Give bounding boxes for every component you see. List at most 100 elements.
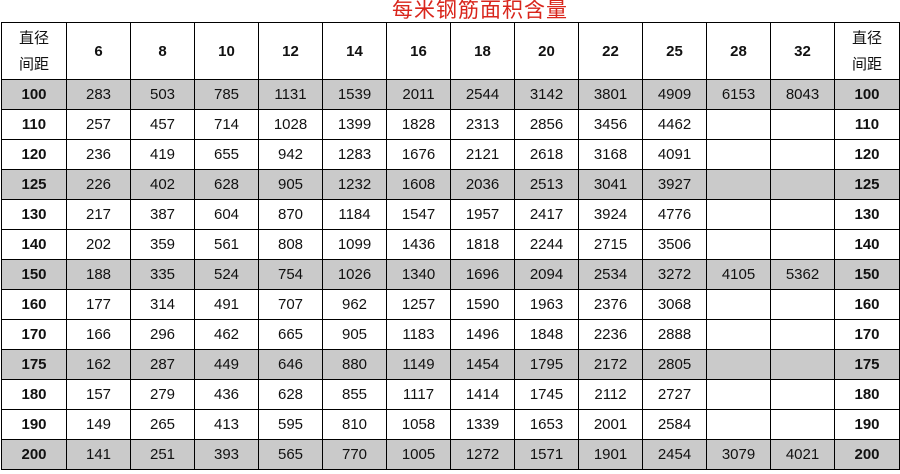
- area-cell: 141: [66, 439, 131, 470]
- area-cell: 1848: [514, 319, 579, 350]
- table-row: 150 188 335 524 754 1026 1340 1696 2094 2534 3272 4…: [1, 259, 900, 290]
- area-cell: 1676: [386, 139, 451, 170]
- corner-label: 间距: [18, 55, 49, 73]
- area-cell: [770, 199, 835, 230]
- area-cell: 1547: [386, 199, 451, 230]
- column-header: 18: [450, 22, 515, 80]
- area-cell: [770, 109, 835, 140]
- spacing-cell: 140: [834, 229, 900, 260]
- area-cell: 1957: [450, 199, 515, 230]
- area-cell: 1058: [386, 409, 451, 440]
- area-cell: 3801: [578, 79, 643, 110]
- area-cell: 1414: [450, 379, 515, 410]
- area-cell: 149: [66, 409, 131, 440]
- area-cell: 3456: [578, 109, 643, 140]
- spacing-cell: 125: [1, 169, 67, 200]
- column-header: 20: [514, 22, 579, 80]
- spacing-cell: 130: [834, 199, 900, 230]
- area-cell: 1608: [386, 169, 451, 200]
- table-body: 100 283 503 785 1131 1539 2011 2544 3142 3801 4909…: [1, 79, 900, 470]
- area-cell: 1571: [514, 439, 579, 470]
- table-row: 110 257 457 714 1028 1399 1828 2313 2856 3456 4462…: [1, 109, 900, 140]
- area-cell: [770, 409, 835, 440]
- area-cell: 1272: [450, 439, 515, 470]
- area-cell: 905: [322, 319, 387, 350]
- spacing-cell: 100: [1, 79, 67, 110]
- area-cell: 2244: [514, 229, 579, 260]
- area-cell: 4776: [642, 199, 707, 230]
- column-header: 8: [130, 22, 195, 80]
- area-cell: 1399: [322, 109, 387, 140]
- area-cell: [770, 349, 835, 380]
- area-cell: 2513: [514, 169, 579, 200]
- column-header: 14: [322, 22, 387, 80]
- area-cell: 628: [194, 169, 259, 200]
- corner-label: 间距: [851, 55, 882, 73]
- spacing-cell: 160: [834, 289, 900, 320]
- table-row: 130 217 387 604 870 1184 1547 1957 2417 3924 4776 1…: [1, 199, 900, 230]
- area-cell: 1340: [386, 259, 451, 290]
- area-cell: 2534: [578, 259, 643, 290]
- corner-cell: 直径 间距: [1, 22, 67, 80]
- spacing-cell: 200: [834, 439, 900, 470]
- area-cell: 1436: [386, 229, 451, 260]
- area-cell: 1117: [386, 379, 451, 410]
- spacing-cell: 120: [834, 139, 900, 170]
- area-cell: 1539: [322, 79, 387, 110]
- area-cell: 177: [66, 289, 131, 320]
- area-cell: [706, 319, 771, 350]
- area-cell: 2727: [642, 379, 707, 410]
- table-row: 140 202 359 561 808 1099 1436 1818 2244 2715 3506 1…: [1, 229, 900, 260]
- area-cell: 870: [258, 199, 323, 230]
- area-cell: 279: [130, 379, 195, 410]
- area-cell: 2121: [450, 139, 515, 170]
- area-cell: 1028: [258, 109, 323, 140]
- area-cell: 604: [194, 199, 259, 230]
- area-cell: 3168: [578, 139, 643, 170]
- area-cell: 3927: [642, 169, 707, 200]
- area-cell: [706, 289, 771, 320]
- area-cell: 810: [322, 409, 387, 440]
- area-cell: 2715: [578, 229, 643, 260]
- area-cell: 1818: [450, 229, 515, 260]
- area-cell: 714: [194, 109, 259, 140]
- area-cell: [770, 379, 835, 410]
- area-cell: 2584: [642, 409, 707, 440]
- area-cell: 166: [66, 319, 131, 350]
- table-row: 125 226 402 628 905 1232 1608 2036 2513 3041 3927 1…: [1, 169, 900, 200]
- area-cell: 808: [258, 229, 323, 260]
- table-row: 180 157 279 436 628 855 1117 1414 1745 2112 2727 18…: [1, 379, 900, 410]
- area-cell: 1283: [322, 139, 387, 170]
- spacing-cell: 175: [1, 349, 67, 380]
- area-cell: 2856: [514, 109, 579, 140]
- area-cell: 387: [130, 199, 195, 230]
- column-header: 10: [194, 22, 259, 80]
- spacing-cell: 175: [834, 349, 900, 380]
- area-cell: 880: [322, 349, 387, 380]
- area-cell: 2036: [450, 169, 515, 200]
- area-cell: 1653: [514, 409, 579, 440]
- area-cell: 1496: [450, 319, 515, 350]
- area-cell: 3079: [706, 439, 771, 470]
- area-cell: 4091: [642, 139, 707, 170]
- area-cell: 287: [130, 349, 195, 380]
- area-cell: 1590: [450, 289, 515, 320]
- corner-label: 直径: [18, 29, 49, 47]
- area-cell: [770, 319, 835, 350]
- area-cell: 217: [66, 199, 131, 230]
- area-cell: 1454: [450, 349, 515, 380]
- area-cell: 335: [130, 259, 195, 290]
- area-cell: 2112: [578, 379, 643, 410]
- spacing-cell: 200: [1, 439, 67, 470]
- area-cell: [706, 409, 771, 440]
- area-cell: 3142: [514, 79, 579, 110]
- area-cell: 2172: [578, 349, 643, 380]
- area-cell: 2888: [642, 319, 707, 350]
- area-cell: 1795: [514, 349, 579, 380]
- area-cell: 419: [130, 139, 195, 170]
- area-cell: 1005: [386, 439, 451, 470]
- area-cell: 2417: [514, 199, 579, 230]
- area-cell: 1131: [258, 79, 323, 110]
- area-cell: 2313: [450, 109, 515, 140]
